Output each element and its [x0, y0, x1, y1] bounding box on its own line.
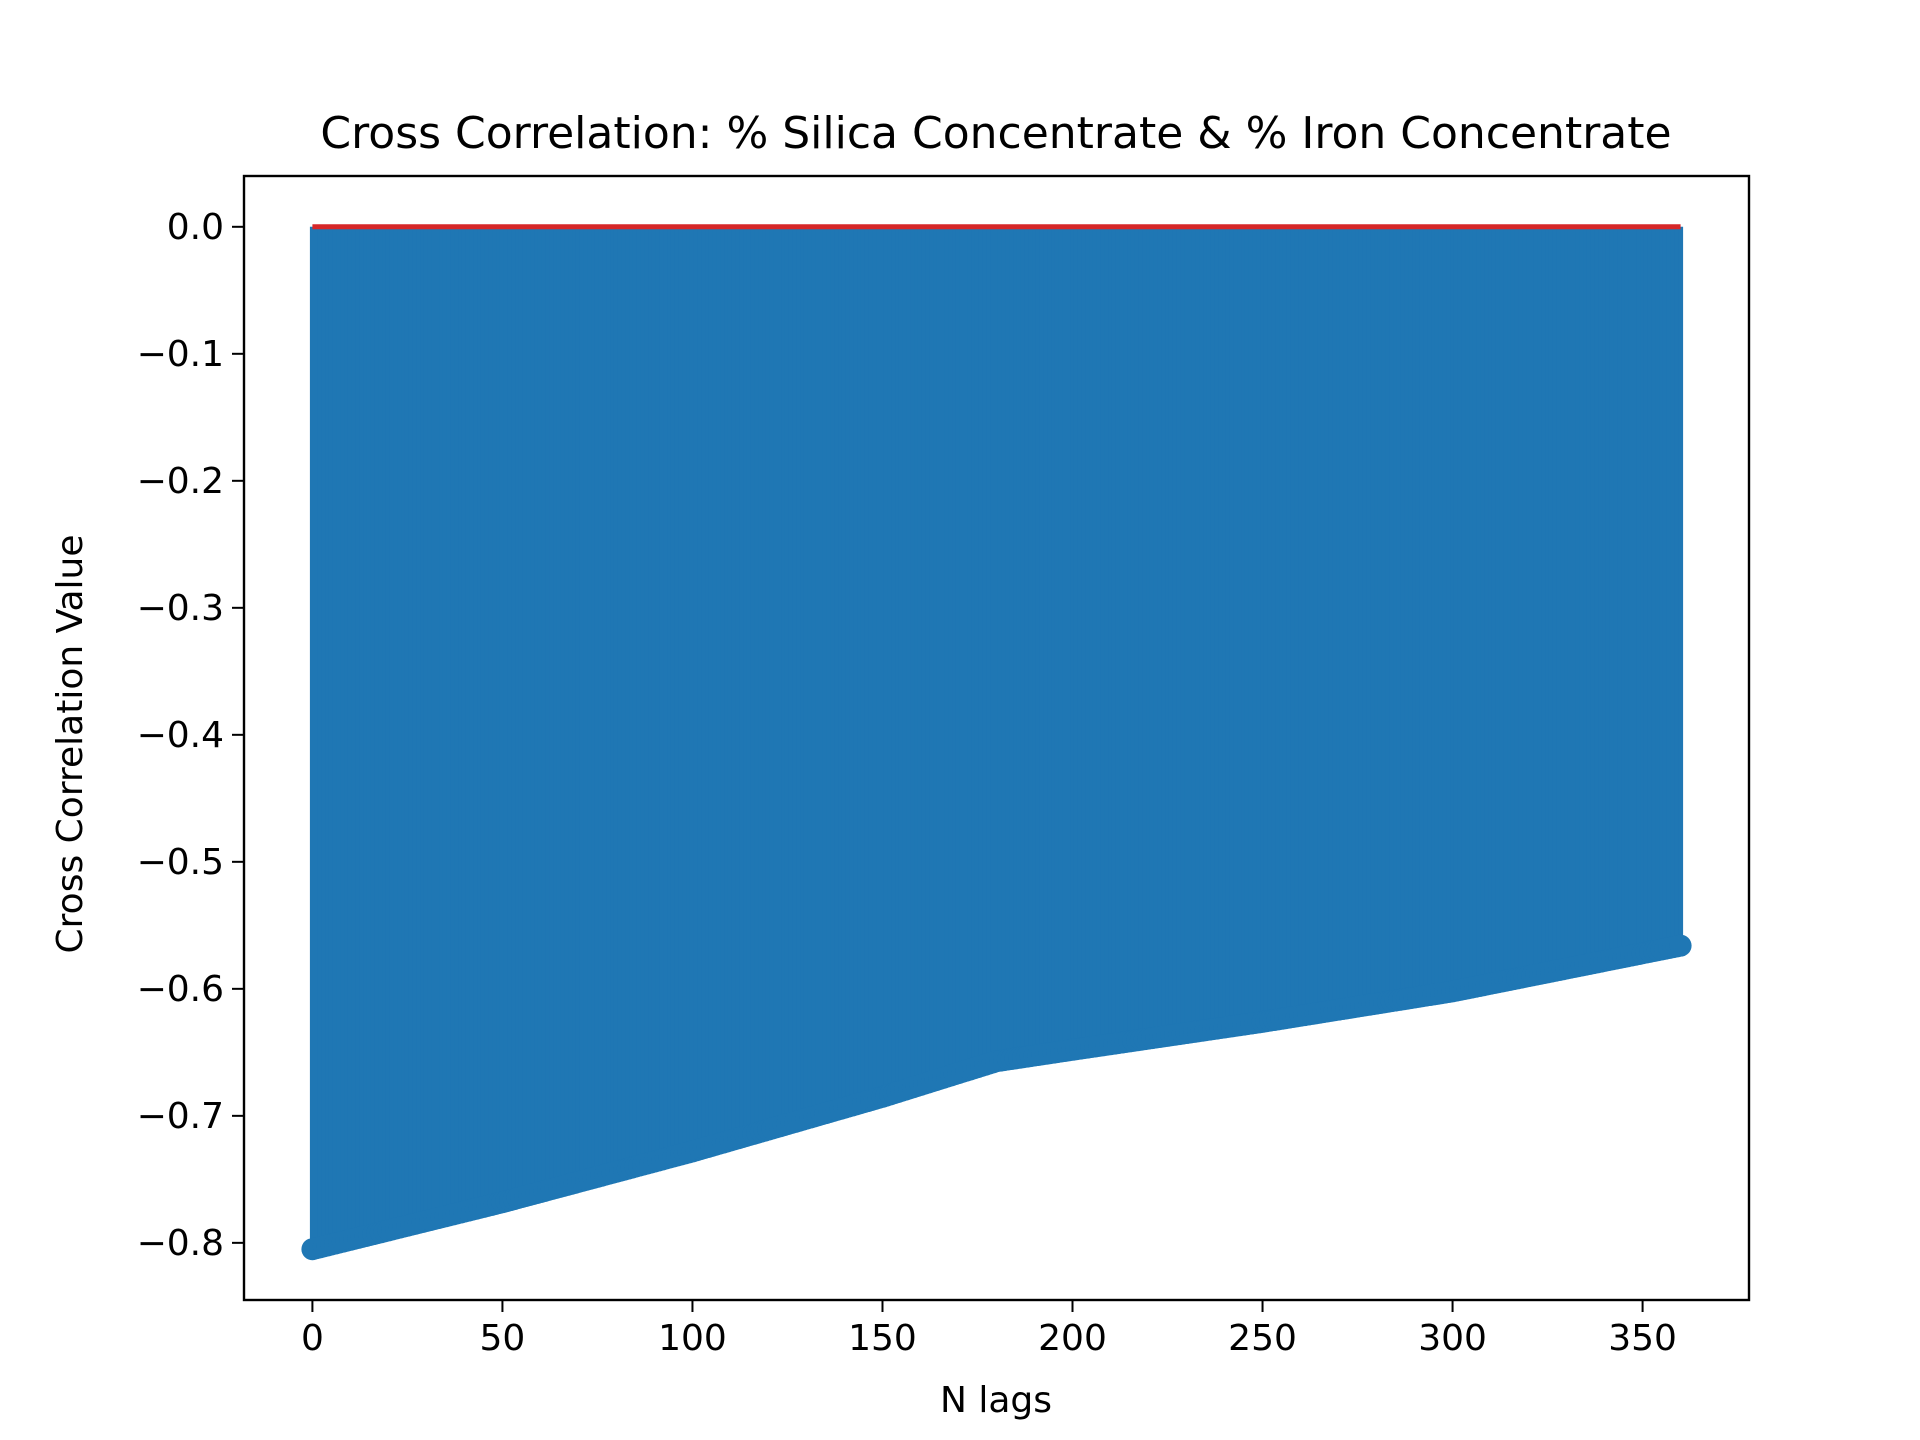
x-tick-label: 0	[301, 1318, 324, 1359]
x-axis-label: N lags	[940, 1380, 1052, 1421]
x-axis: 0 50 100 150 200 250 300 350	[301, 1300, 1677, 1359]
chart-title: Cross Correlation: % Silica Concentrate …	[320, 108, 1671, 159]
y-tick-label: −0.5	[137, 842, 224, 883]
y-axis: 0.0 −0.1 −0.2 −0.3 −0.4 −0.5 −0.6 −0.7 −0.8	[137, 207, 244, 1264]
y-tick-label: −0.7	[137, 1096, 224, 1137]
x-tick-label: 200	[1038, 1318, 1107, 1359]
axes-frame	[242, 174, 1751, 1302]
y-tick-label: −0.6	[137, 969, 224, 1010]
x-tick-label: 50	[480, 1318, 526, 1359]
y-tick-label: −0.2	[137, 461, 224, 502]
x-tick-label: 100	[658, 1318, 727, 1359]
y-tick-label: 0.0	[167, 207, 224, 248]
y-tick-label: −0.3	[137, 588, 224, 629]
plot-area	[301, 224, 1692, 1261]
x-tick-label: 300	[1418, 1318, 1487, 1359]
y-tick-label: −0.8	[137, 1223, 224, 1264]
x-tick-label: 350	[1608, 1318, 1677, 1359]
marker-series	[301, 934, 1692, 1261]
stem-series	[309, 226, 1684, 1250]
x-tick-label: 150	[848, 1318, 917, 1359]
x-tick-label: 250	[1228, 1318, 1297, 1359]
stem-marker	[1669, 934, 1692, 957]
y-tick-label: −0.1	[137, 334, 224, 375]
y-tick-label: −0.4	[137, 715, 224, 756]
y-axis-label: Cross Correlation Value	[50, 535, 91, 954]
